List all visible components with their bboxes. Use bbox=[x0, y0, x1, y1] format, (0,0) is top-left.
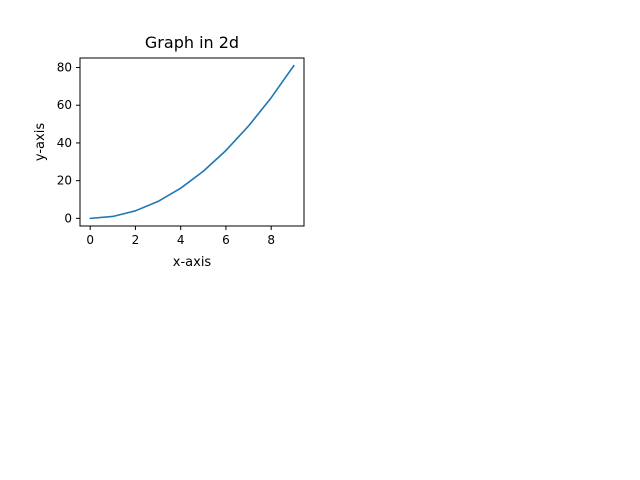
axes-background bbox=[80, 58, 304, 226]
y-tick-label: 0 bbox=[64, 211, 72, 225]
chart-title: Graph in 2d bbox=[145, 33, 239, 52]
x-tick-label: 8 bbox=[267, 233, 275, 247]
x-tick-label: 2 bbox=[132, 233, 140, 247]
series-layer bbox=[89, 64, 295, 220]
y-tick-label: 80 bbox=[57, 61, 72, 75]
series-line bbox=[89, 64, 295, 220]
x-tick-label: 4 bbox=[177, 233, 185, 247]
y-axis-label: y-axis bbox=[33, 123, 48, 161]
x-axis-label: x-axis bbox=[173, 255, 212, 270]
x-tick-label: 0 bbox=[86, 233, 94, 247]
x-tick-label: 6 bbox=[222, 233, 230, 247]
y-tick-label: 40 bbox=[57, 136, 72, 150]
axes-frame bbox=[79, 57, 305, 227]
y-tick-label: 60 bbox=[57, 98, 72, 112]
y-tick-label: 20 bbox=[57, 174, 72, 188]
